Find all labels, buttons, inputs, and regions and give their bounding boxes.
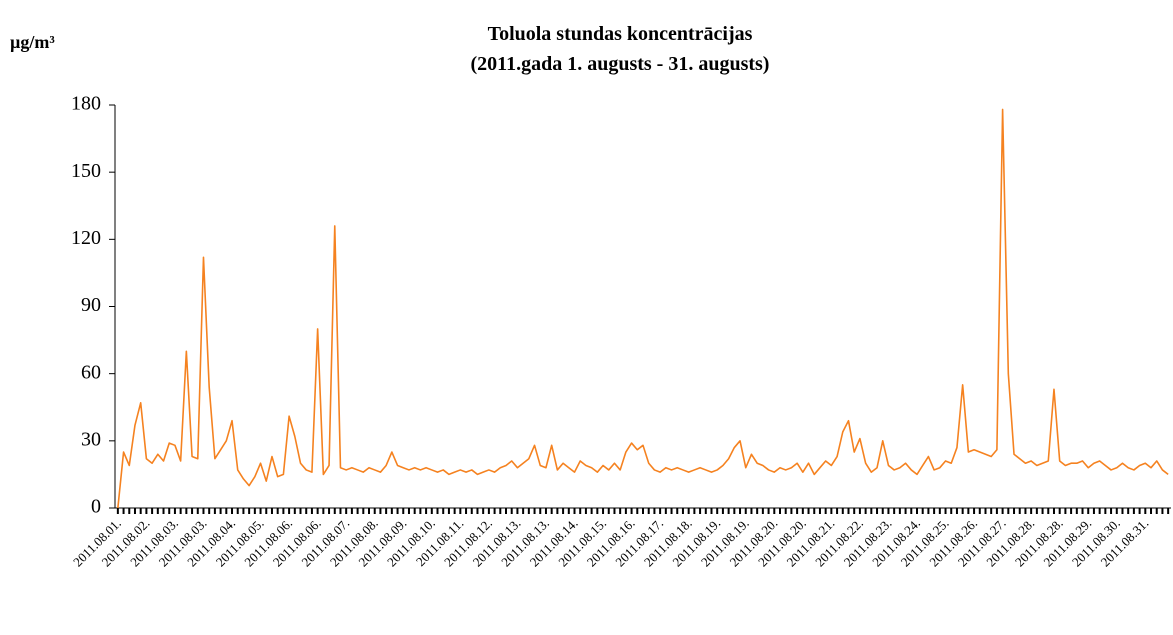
y-tick-label: 120 (71, 227, 101, 249)
y-tick-label: 0 (91, 496, 101, 518)
y-tick-label: 180 (71, 93, 101, 115)
chart-title: Toluola stundas koncentrācijas (488, 23, 753, 45)
y-axis-label: µg/m³ (10, 32, 55, 52)
y-tick-label: 60 (81, 361, 101, 383)
data-line (117, 108, 1169, 509)
y-tick-label: 90 (81, 294, 101, 316)
y-tick-label: 150 (71, 160, 101, 182)
chart-subtitle: (2011.gada 1. augusts - 31. augusts) (471, 53, 770, 75)
y-tick-label: 30 (81, 428, 101, 450)
